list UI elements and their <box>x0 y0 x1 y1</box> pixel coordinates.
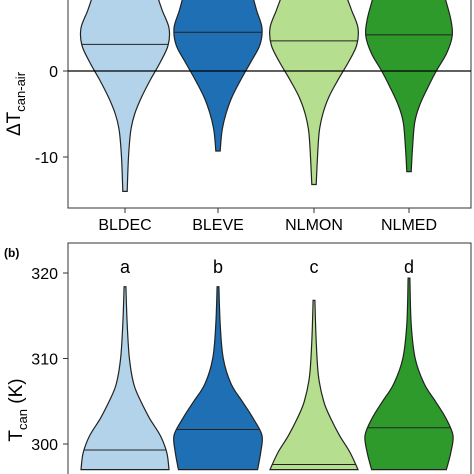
violin-a-bleve <box>173 0 263 152</box>
panel-b-group-letters: a b c d <box>120 257 414 277</box>
panel-a-y-axis: -10 0 <box>35 64 68 167</box>
group-letter-c: c <box>310 257 319 277</box>
violin-b-nlmon <box>269 299 359 471</box>
panel-a-y-axis-title: ΔTcan-air <box>4 71 28 136</box>
panel-b-y-axis: 300 310 320 <box>31 266 68 454</box>
panel-a-y-axis-title-sub: can-air <box>13 71 28 111</box>
violin-a-bldec <box>79 0 171 192</box>
y-tick-label-a: -10 <box>35 150 58 167</box>
x-tick-label-nlmed: NLMED <box>381 217 437 234</box>
y-tick-label-b: 310 <box>31 352 58 369</box>
violin-a-nlmed <box>364 0 454 173</box>
violin-b-bldec <box>80 286 170 471</box>
violin-b-nlmed <box>364 277 454 471</box>
panel-b-y-axis-title: Tcan (K) <box>6 378 30 441</box>
panel-a-y-axis-title-main: ΔT <box>4 111 25 136</box>
panel-b-violins <box>80 277 454 471</box>
panel-a-violins <box>79 0 454 192</box>
violin-a-nlmon <box>269 0 359 186</box>
panel-b-y-axis-title-main: T <box>6 430 27 442</box>
panel-b: (b) 300 310 320 a b c d Tcan (K) <box>4 242 472 474</box>
panel-a: -10 0 BLDEC BLEVE NLMON NLMED ΔTcan-air <box>4 0 472 234</box>
violin-b-bleve <box>172 286 264 471</box>
panel-b-label: (b) <box>4 246 19 260</box>
y-tick-label-b: 300 <box>31 437 58 454</box>
group-letter-a: a <box>120 257 131 277</box>
panel-a-x-axis: BLDEC BLEVE NLMON NLMED <box>98 208 437 234</box>
y-tick-label-a: 0 <box>49 64 58 81</box>
x-tick-label-nlmon: NLMON <box>285 217 343 234</box>
panel-b-y-axis-title-unit: (K) <box>6 378 27 409</box>
x-tick-label-bldec: BLDEC <box>98 217 151 234</box>
y-tick-label-b: 320 <box>31 266 58 283</box>
group-letter-b: b <box>213 257 223 277</box>
panel-b-y-axis-title-sub: can <box>15 409 30 430</box>
group-letter-d: d <box>404 257 414 277</box>
x-tick-label-bleve: BLEVE <box>192 217 244 234</box>
